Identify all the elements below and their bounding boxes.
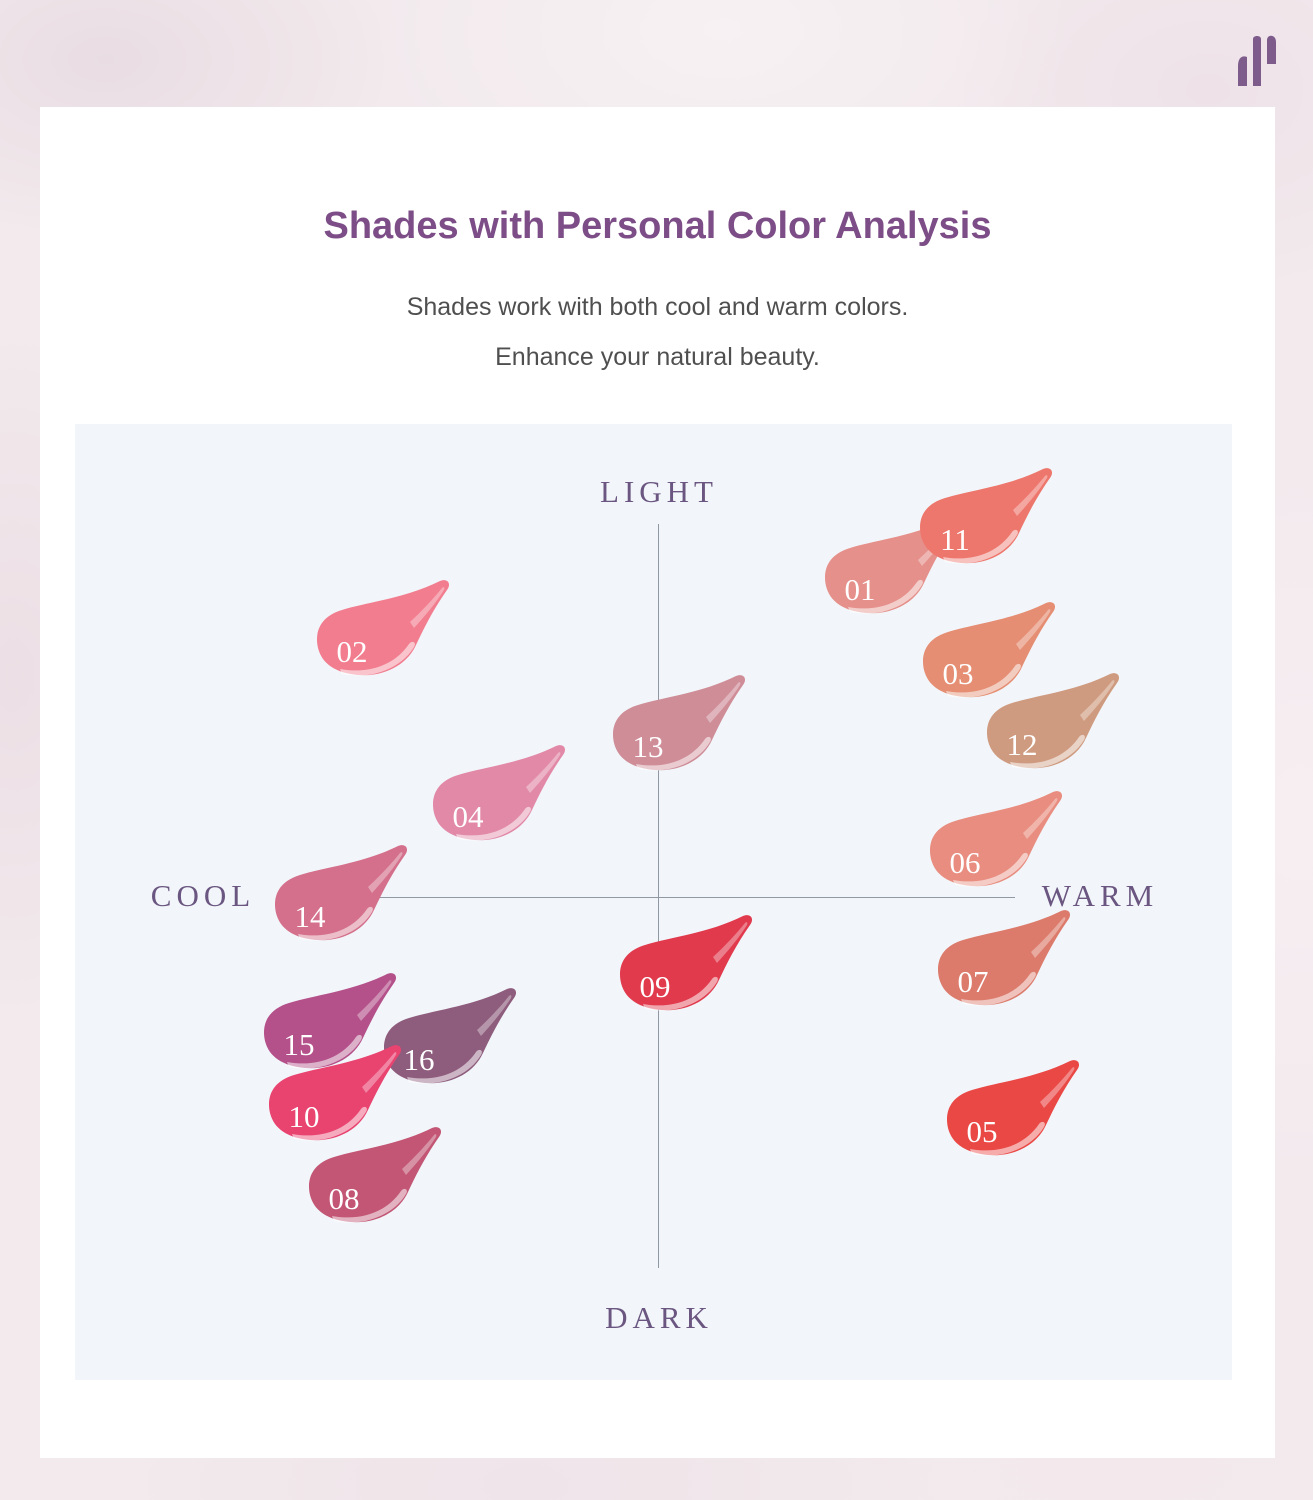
shade-number-01: 01 [845,572,876,607]
shade-swatch-03: 03 [912,600,1062,708]
shade-number-07: 07 [958,964,989,999]
axis-label-dark: DARK [605,1300,713,1335]
shade-number-11: 11 [940,522,970,557]
shade-number-05: 05 [967,1114,998,1149]
shade-number-14: 14 [295,899,327,934]
shade-swatch-16: 16 [373,986,523,1094]
brand-logo-icon [1238,35,1276,86]
shade-number-12: 12 [1007,727,1038,762]
shade-swatch-05: 05 [936,1058,1086,1166]
shade-number-06: 06 [950,845,981,880]
content-card: Shades with Personal Color Analysis Shad… [40,107,1275,1458]
shade-quadrant-chart: LIGHT DARK COOL WARM 01 11 02 [75,424,1232,1380]
shade-number-03: 03 [943,656,974,691]
axis-label-cool: COOL [150,878,256,913]
shade-swatch-04: 04 [422,743,572,851]
page-subtitle: Shades work with both cool and warm colo… [40,248,1275,382]
subtitle-line-1: Shades work with both cool and warm colo… [406,293,909,321]
vertical-axis-line [658,524,659,1268]
shade-swatch-06: 06 [919,789,1069,897]
shade-number-04: 04 [453,799,485,834]
shade-number-08: 08 [329,1181,360,1216]
shade-swatch-13: 13 [602,673,752,781]
shade-number-02: 02 [337,634,368,669]
shade-number-10: 10 [289,1099,320,1134]
shade-swatch-02: 02 [306,578,456,686]
shade-swatch-14: 14 [264,843,414,951]
horizontal-axis-line [283,897,1015,898]
shade-number-15: 15 [284,1027,315,1062]
shade-number-16: 16 [404,1042,435,1077]
shade-number-09: 09 [640,969,671,1004]
shade-swatch-15: 15 [253,971,403,1079]
shade-swatch-07: 07 [927,908,1077,1016]
page-title: Shades with Personal Color Analysis [323,205,992,247]
shade-swatch-12: 12 [976,671,1126,779]
shade-swatch-10: 10 [258,1043,408,1151]
axis-label-light: LIGHT [600,474,718,509]
shade-swatch-11: 11 [909,466,1059,574]
axis-label-warm: WARM [1041,878,1159,913]
shade-number-13: 13 [633,729,664,764]
subtitle-line-2: Enhance your natural beauty. [495,343,820,371]
shade-swatch-09: 09 [609,913,759,1021]
shade-swatch-08: 08 [298,1125,448,1233]
